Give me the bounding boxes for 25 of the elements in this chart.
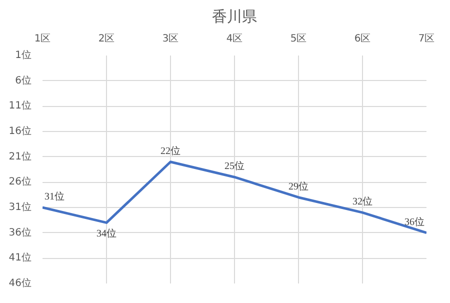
x-tick-label: 6区	[354, 34, 371, 44]
data-label: 32位	[352, 196, 372, 208]
x-tick-label: 4区	[226, 34, 243, 44]
chart-title: 香川県	[212, 8, 257, 26]
y-tick-label: 21位	[8, 150, 32, 162]
x-tick-label: 7区	[418, 34, 435, 44]
data-label: 25位	[224, 160, 244, 172]
data-label: 22位	[160, 144, 180, 157]
y-tick-label: 31位	[8, 201, 32, 213]
y-tick-label: 26位	[8, 176, 32, 188]
data-label: 29位	[288, 180, 308, 192]
y-tick-label: 11位	[8, 100, 32, 112]
y-tick-label: 46位	[8, 277, 32, 289]
y-tick-label: 36位	[8, 226, 32, 238]
x-tick-label: 1区	[34, 34, 51, 44]
x-tick-label: 3区	[162, 34, 179, 44]
y-tick-label: 16位	[8, 125, 32, 137]
x-tick-label: 5区	[290, 34, 307, 44]
y-tick-label: 1位	[15, 49, 32, 61]
y-tick-label: 41位	[8, 252, 32, 264]
data-label: 36位	[404, 216, 424, 228]
data-label: 31位	[44, 190, 64, 202]
x-tick-label: 2区	[98, 34, 115, 44]
data-label: 34位	[96, 228, 116, 240]
y-tick-label: 6位	[15, 74, 32, 86]
